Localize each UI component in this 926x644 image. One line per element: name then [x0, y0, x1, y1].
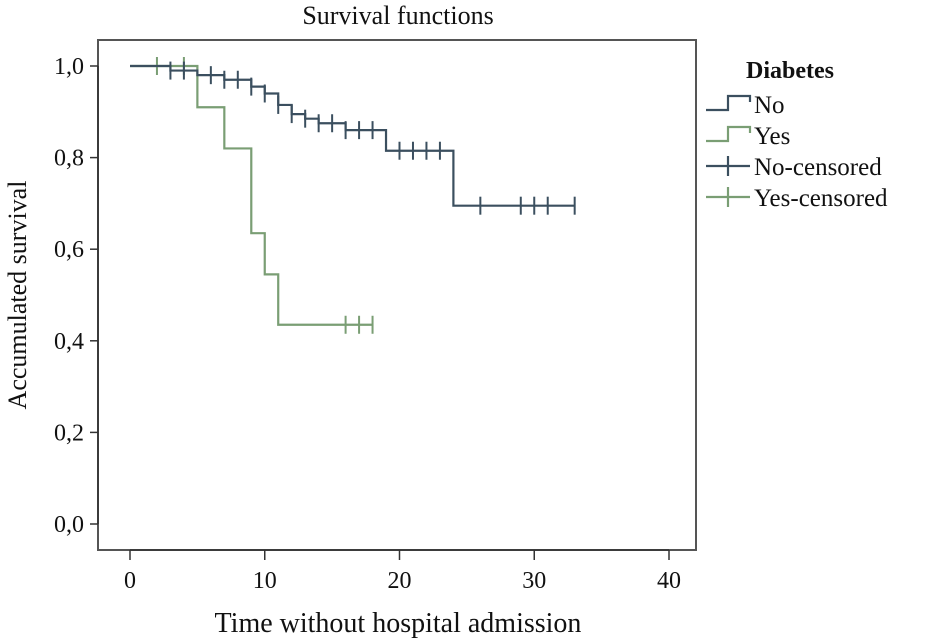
x-tick-label: 40	[657, 568, 681, 594]
y-tick-label: 0,0	[54, 512, 84, 538]
legend-label-no: No	[754, 92, 785, 119]
y-axis-label: Accumulated survival	[3, 181, 32, 410]
x-tick-label: 0	[124, 568, 136, 594]
legend-label-yes-censored: Yes-censored	[754, 185, 888, 212]
chart-title: Survival functions	[302, 1, 493, 30]
legend-title: Diabetes	[746, 58, 834, 84]
plot-frame	[97, 39, 697, 551]
legend: Diabetes No Yes No-censored Yes-censored	[706, 58, 888, 212]
x-tick-label: 30	[522, 568, 546, 594]
series-line-yes	[130, 64, 373, 326]
y-tick-label: 0,4	[54, 329, 84, 355]
legend-label-no-censored: No-censored	[754, 154, 882, 181]
legend-symbol-no	[706, 94, 752, 112]
x-tick-label: 10	[253, 568, 277, 594]
x-tick-label: 20	[388, 568, 412, 594]
y-tick-label: 0,8	[54, 146, 84, 172]
y-tick-label: 1,0	[54, 54, 84, 80]
x-axis-label: Time without hospital admission	[215, 608, 582, 639]
legend-symbol-yes	[706, 125, 752, 143]
legend-label-yes: Yes	[754, 123, 790, 150]
axes: 0,0 0,2 0,4 0,6 0,8 1,0 0 10 20 30 40	[54, 54, 681, 594]
y-tick-label: 0,2	[54, 420, 84, 446]
y-tick-label: 0,6	[54, 237, 84, 263]
plot-series	[130, 57, 576, 334]
series-line-no	[130, 64, 575, 207]
